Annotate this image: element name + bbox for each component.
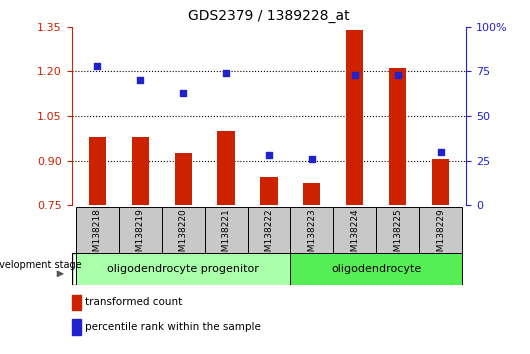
Bar: [333, 207, 376, 253]
Bar: [119, 207, 162, 253]
Bar: [248, 207, 290, 253]
Text: GSM138223: GSM138223: [307, 209, 316, 263]
Point: [179, 90, 188, 96]
Bar: [205, 207, 248, 253]
Title: GDS2379 / 1389228_at: GDS2379 / 1389228_at: [188, 9, 350, 23]
Text: GSM138219: GSM138219: [136, 209, 145, 263]
Text: percentile rank within the sample: percentile rank within the sample: [85, 322, 261, 332]
Text: GSM138225: GSM138225: [393, 209, 402, 263]
Bar: [131, 137, 149, 205]
Bar: [260, 177, 278, 205]
Bar: [376, 207, 419, 253]
Bar: [217, 131, 235, 205]
Text: development stage: development stage: [0, 260, 82, 270]
Bar: [162, 207, 205, 253]
Bar: [419, 207, 462, 253]
Point: [136, 77, 145, 83]
Bar: [432, 159, 449, 205]
Bar: [389, 68, 407, 205]
Text: GSM138229: GSM138229: [436, 209, 445, 263]
Bar: [303, 183, 321, 205]
Point: [350, 72, 359, 78]
Point: [307, 156, 316, 162]
Text: GSM138221: GSM138221: [222, 209, 231, 263]
Point: [222, 70, 231, 76]
Text: GSM138218: GSM138218: [93, 209, 102, 263]
Point: [436, 149, 445, 154]
Text: oligodendrocyte progenitor: oligodendrocyte progenitor: [107, 264, 259, 274]
Bar: [76, 253, 290, 285]
Bar: [72, 295, 81, 310]
Bar: [290, 253, 462, 285]
Point: [265, 153, 273, 158]
Text: oligodendrocyte: oligodendrocyte: [331, 264, 421, 274]
Bar: [290, 207, 333, 253]
Bar: [346, 29, 364, 205]
Bar: [174, 153, 192, 205]
Text: GSM138222: GSM138222: [264, 209, 273, 263]
Text: transformed count: transformed count: [85, 297, 183, 307]
Bar: [72, 319, 81, 335]
Bar: [89, 137, 106, 205]
Text: GSM138224: GSM138224: [350, 209, 359, 263]
Point: [93, 63, 102, 69]
Bar: [76, 207, 119, 253]
Text: GSM138220: GSM138220: [179, 209, 188, 263]
Point: [393, 72, 402, 78]
